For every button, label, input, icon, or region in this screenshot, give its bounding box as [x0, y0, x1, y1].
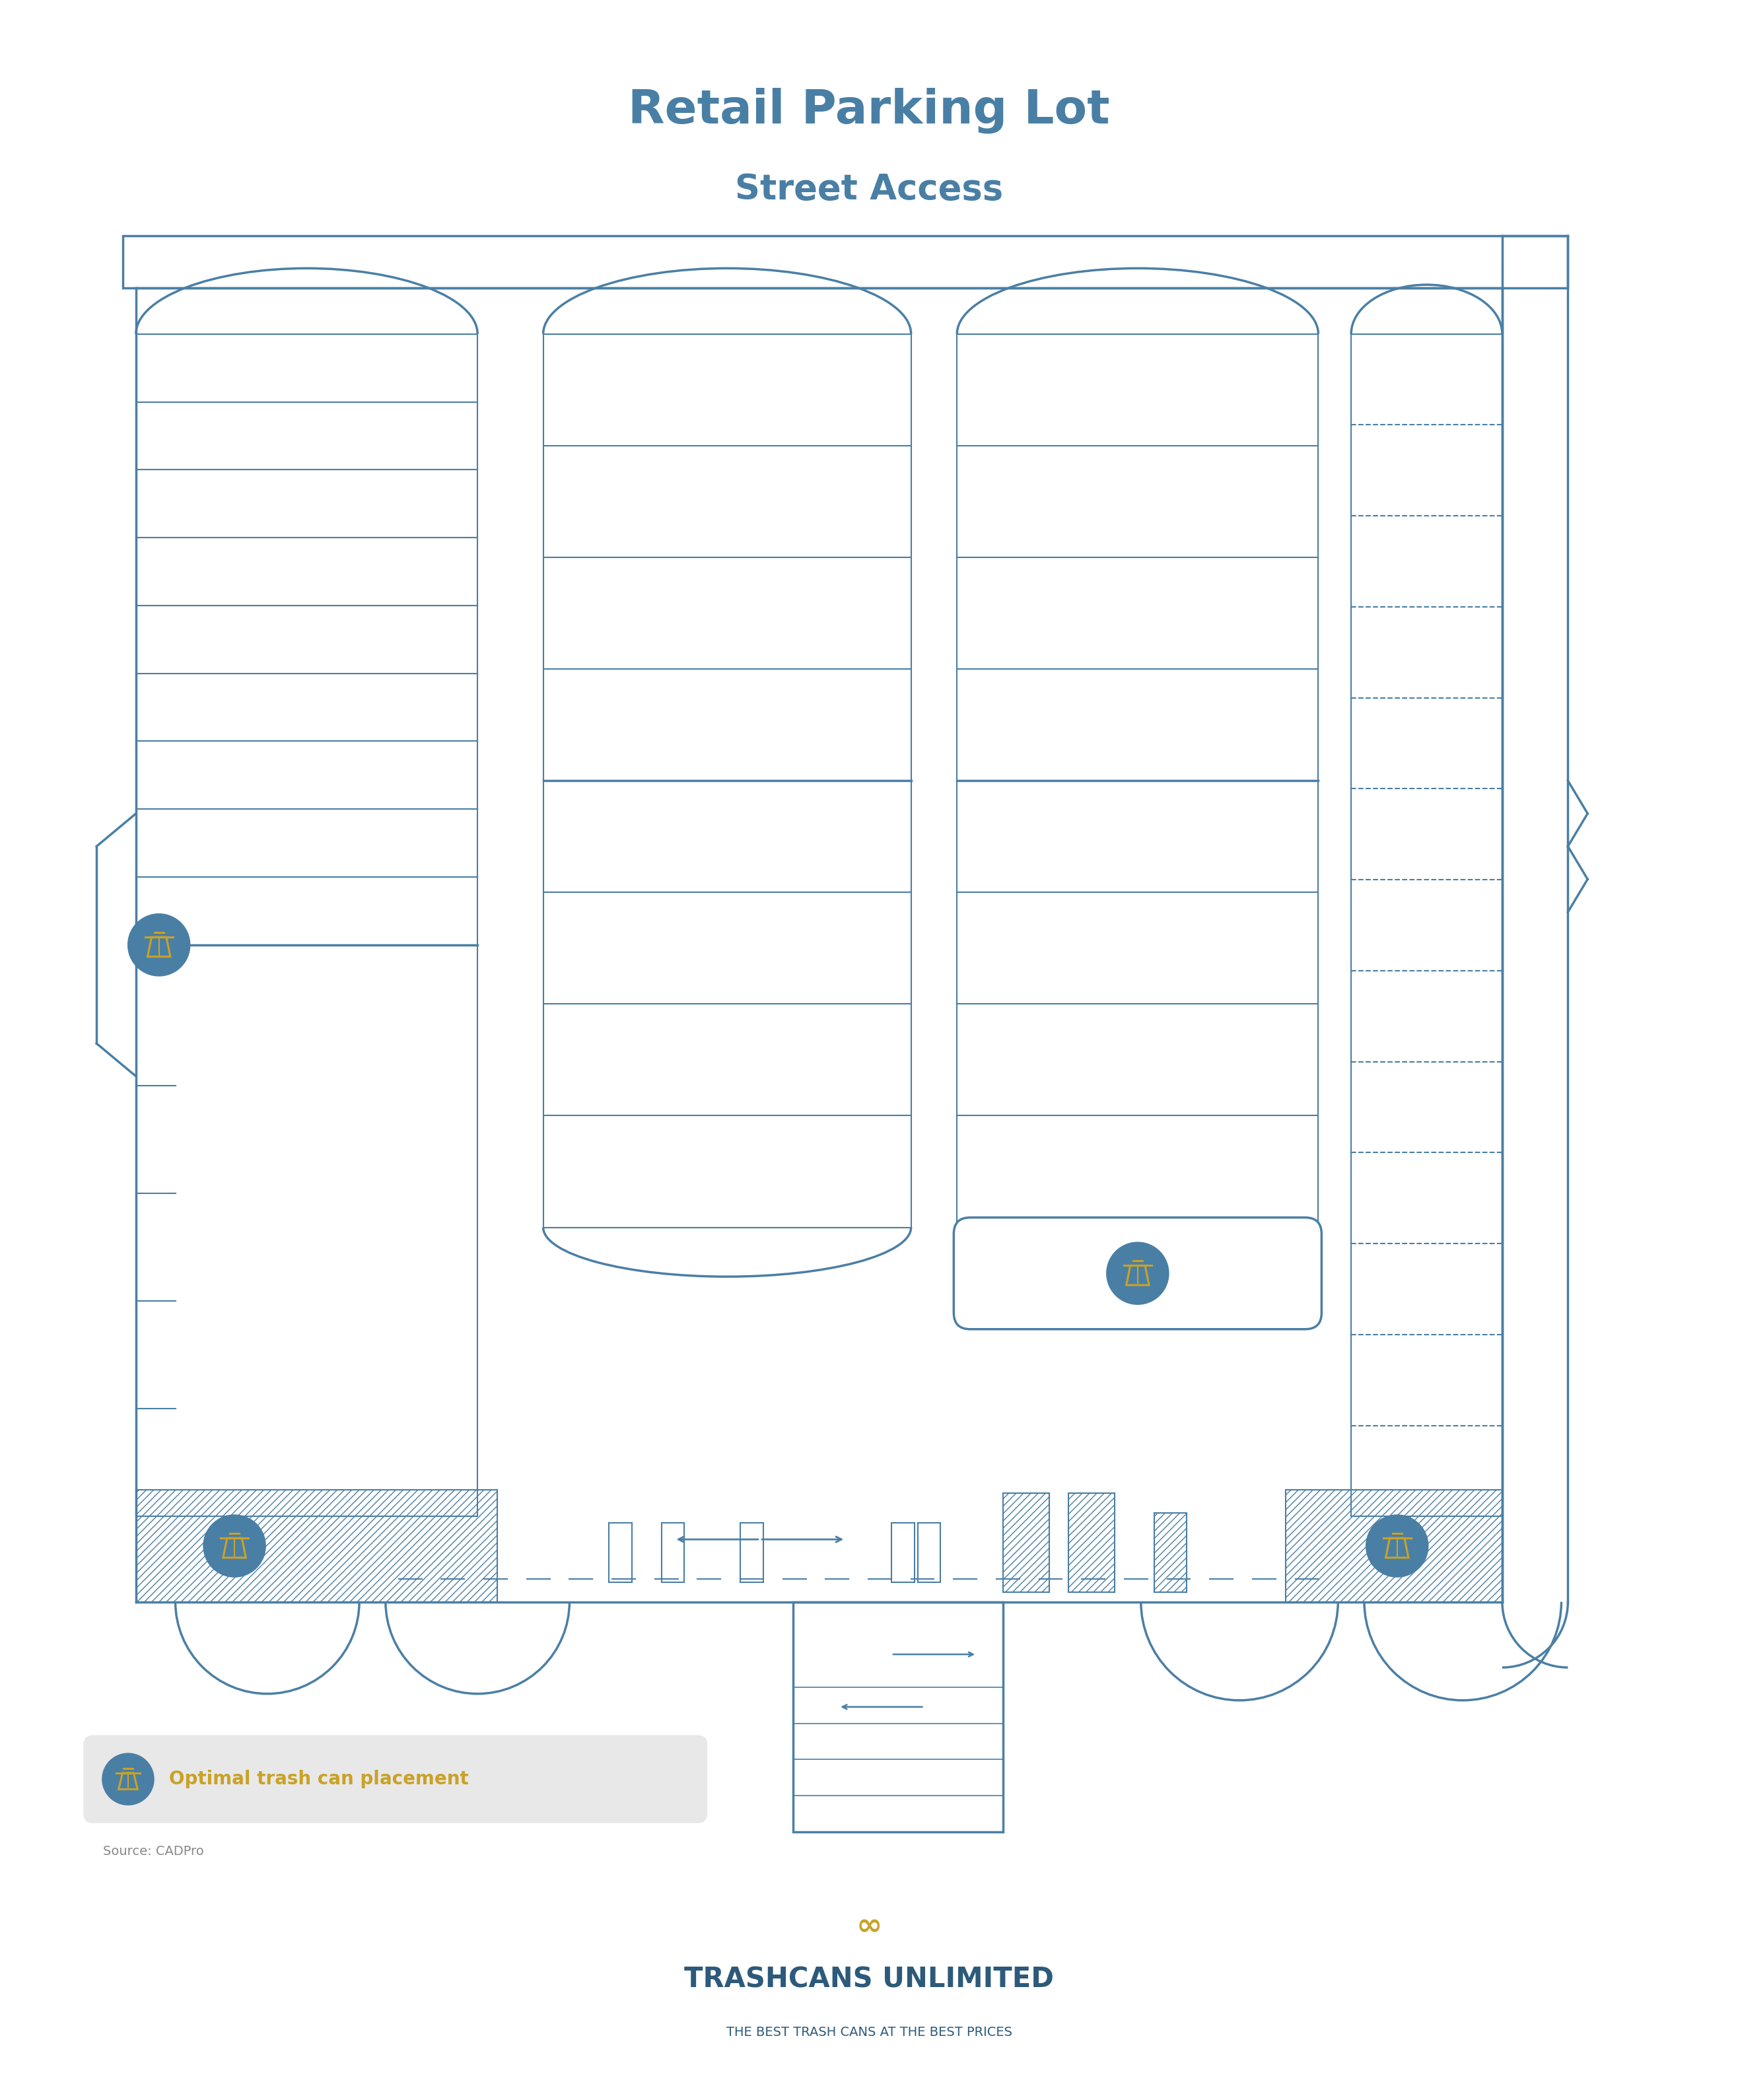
Bar [136, 334, 478, 1516]
Circle shape [103, 1753, 155, 1806]
Text: ∞: ∞ [857, 1913, 881, 1942]
Circle shape [203, 1514, 266, 1577]
Text: THE BEST TRASH CANS AT THE BEST PRICES: THE BEST TRASH CANS AT THE BEST PRICES [726, 2026, 1012, 2039]
Bar [793, 1602, 1003, 1831]
FancyBboxPatch shape [954, 1218, 1321, 1329]
Bar [608, 1522, 633, 1581]
FancyBboxPatch shape [83, 1735, 707, 1823]
Bar [958, 334, 1319, 1226]
Bar [918, 1522, 940, 1581]
Text: Retail Parking Lot: Retail Parking Lot [627, 88, 1111, 134]
Text: Source: CADPro: Source: CADPro [103, 1846, 203, 1858]
Circle shape [1366, 1514, 1429, 1577]
Text: TRASHCANS UNLIMITED: TRASHCANS UNLIMITED [685, 1966, 1053, 1993]
Bar [1069, 1493, 1114, 1592]
Circle shape [127, 913, 191, 976]
Bar [1003, 1493, 1050, 1592]
Bar [1350, 334, 1502, 1516]
Bar [123, 235, 1568, 288]
Bar [1154, 1514, 1187, 1592]
Bar [662, 1522, 685, 1581]
Bar [740, 1522, 763, 1581]
Text: Street Access: Street Access [735, 172, 1003, 206]
Bar [136, 1491, 497, 1602]
Text: Optimal trash can placement: Optimal trash can placement [169, 1770, 469, 1789]
Circle shape [1105, 1241, 1170, 1304]
Bar [544, 334, 911, 1226]
Bar [892, 1522, 914, 1581]
Bar [1286, 1491, 1502, 1602]
